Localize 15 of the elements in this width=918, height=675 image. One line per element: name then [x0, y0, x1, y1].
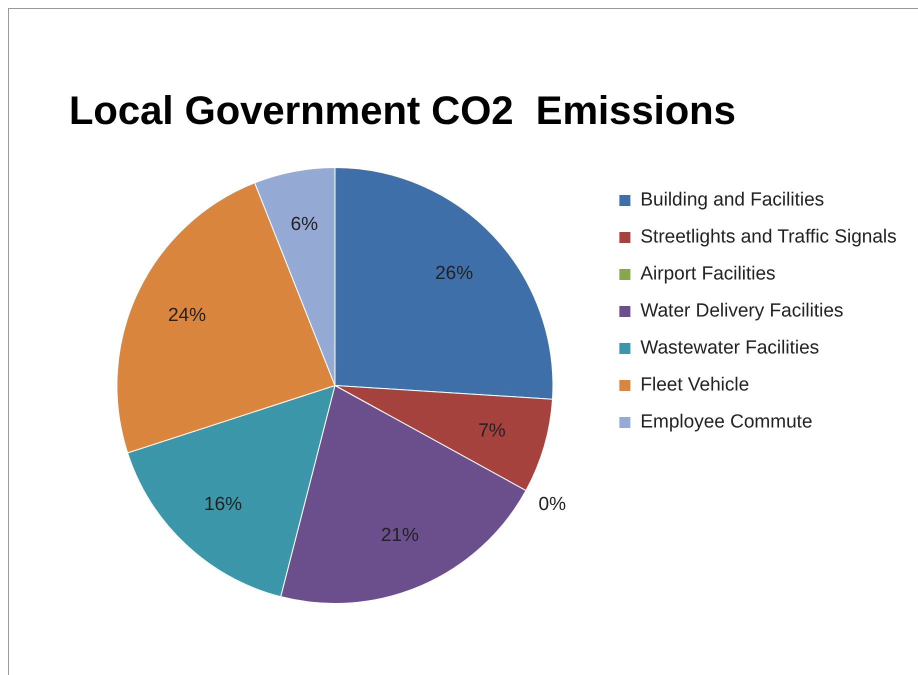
- data-label: 21%: [380, 524, 419, 546]
- data-label: 16%: [204, 494, 242, 515]
- legend-label: Airport Facilities: [640, 264, 776, 285]
- data-label: 24%: [168, 305, 206, 326]
- chart-title: Local Government CO2 Emissions: [69, 89, 736, 134]
- data-label: 26%: [435, 262, 474, 284]
- text: 0%: [538, 494, 566, 516]
- legend-label: Water Delivery Facilities: [640, 300, 844, 322]
- legend-label: Building and Facilities: [640, 190, 824, 211]
- legend-label: Fleet Vehicle: [640, 374, 750, 396]
- legend-label: Employee Commute: [640, 412, 812, 433]
- legend-label: Streetlights and Traffic Signals: [640, 226, 897, 248]
- data-label: 7%: [478, 420, 506, 442]
- legend-label: Wastewater Facilities: [640, 338, 820, 359]
- data-label: 6%: [290, 214, 318, 236]
